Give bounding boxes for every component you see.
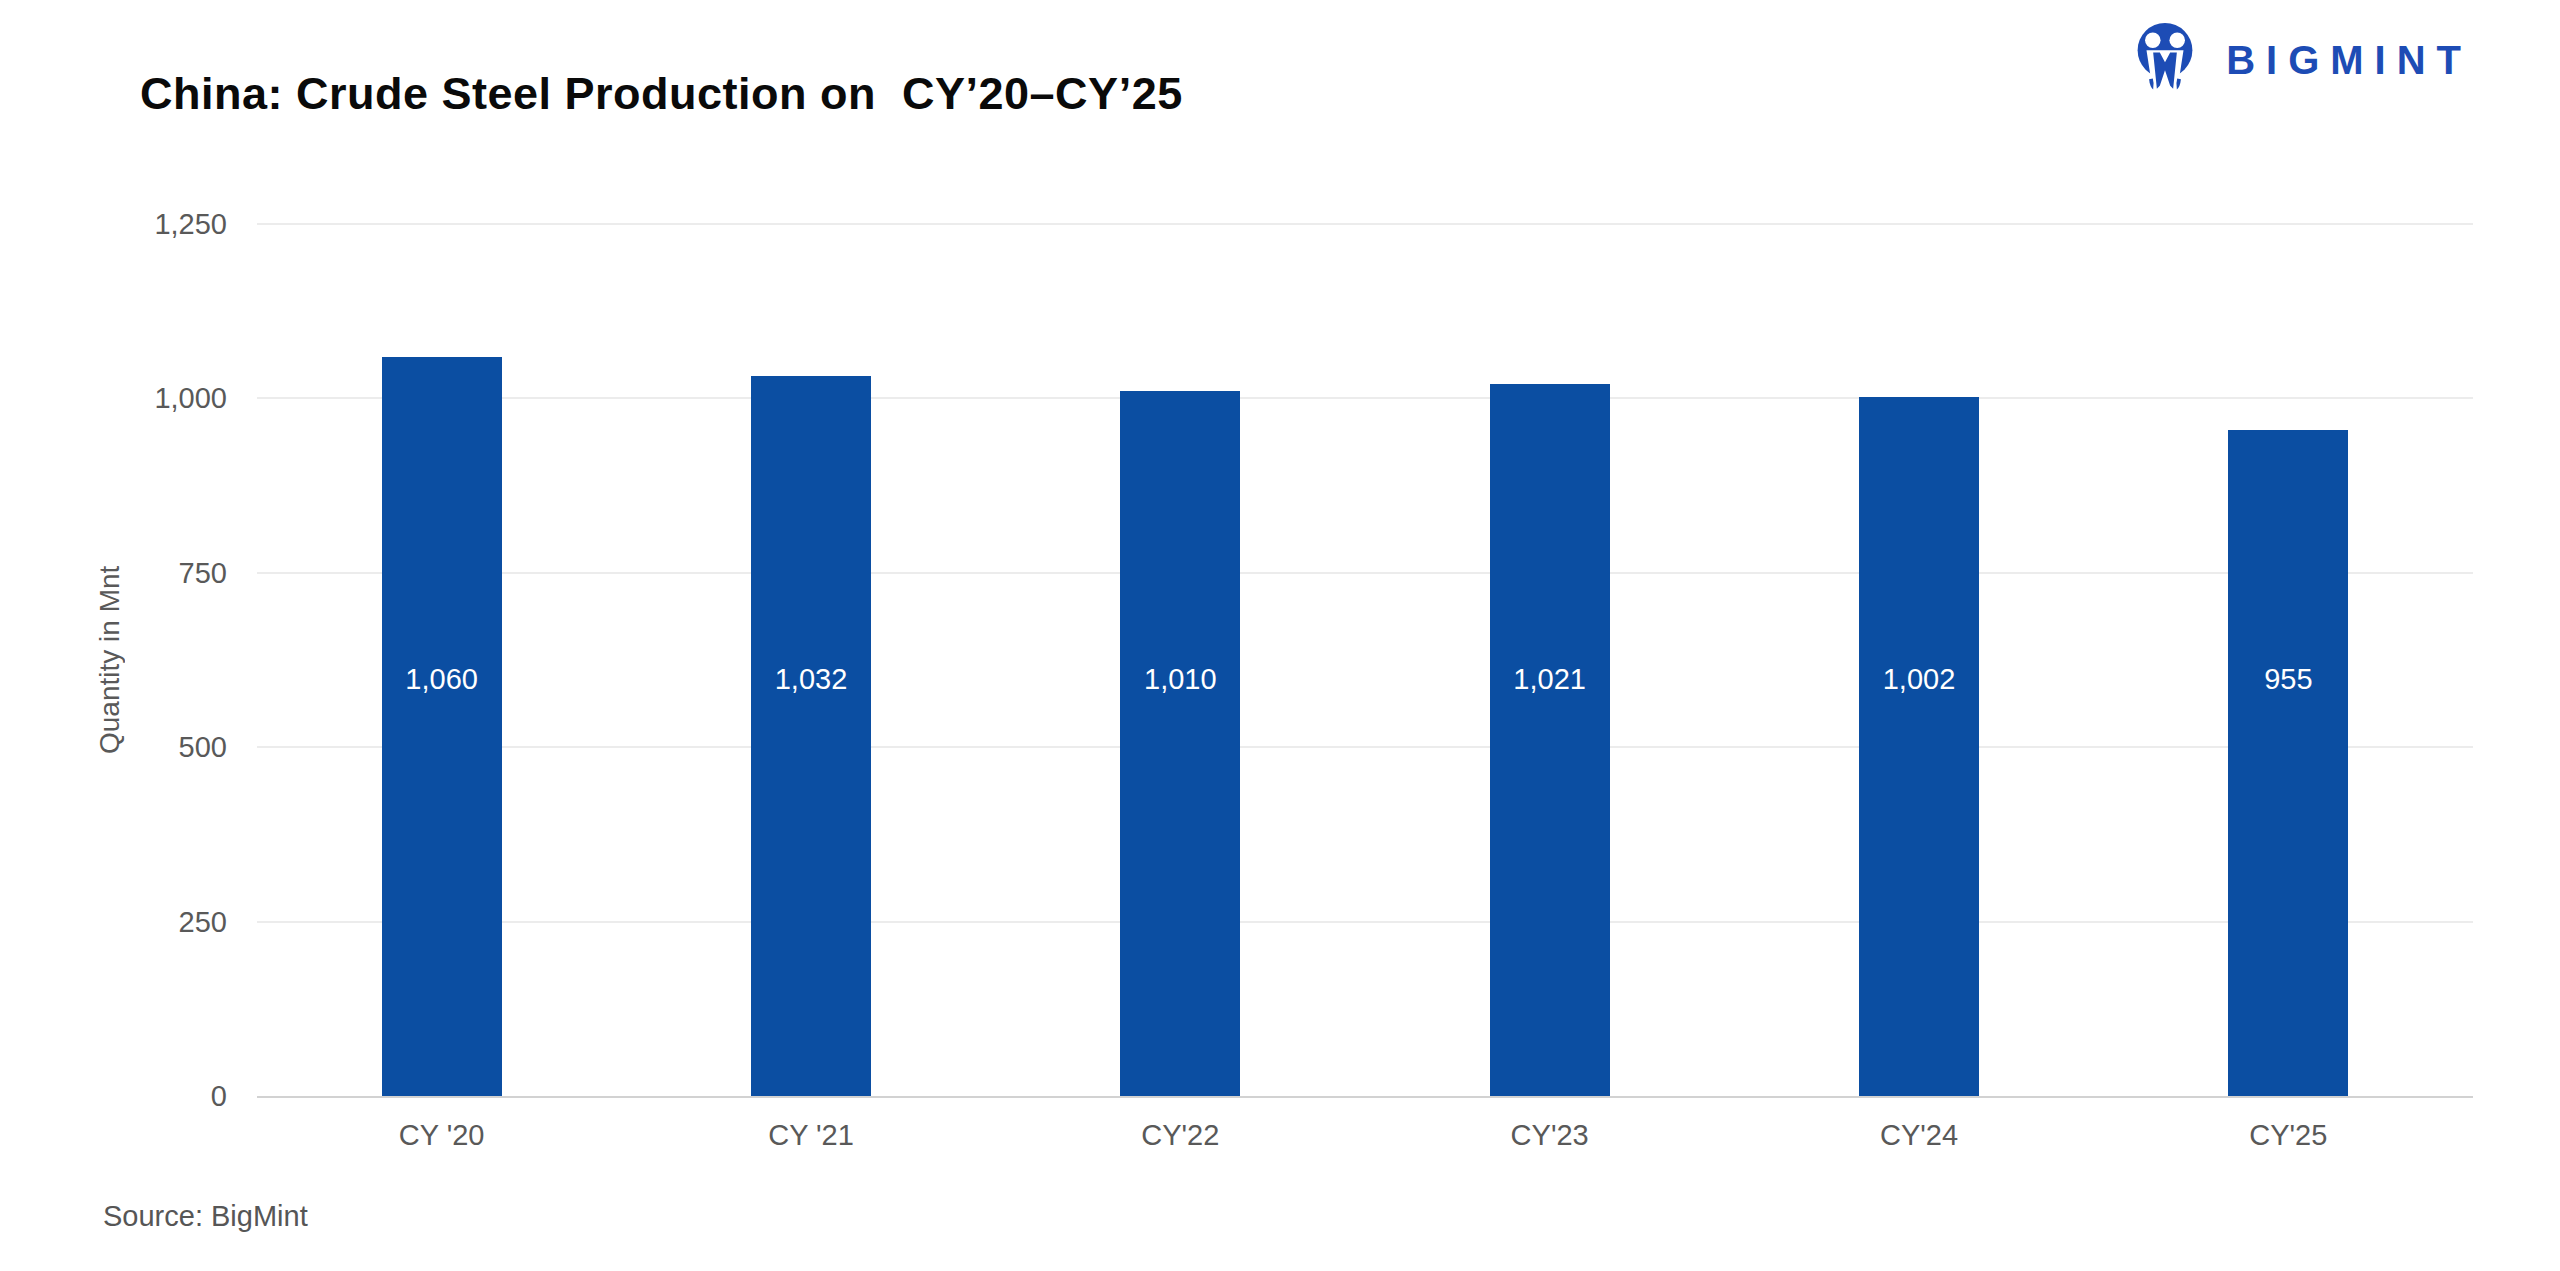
bar-value-label: 1,010 [1120,663,1240,695]
bar-cy21 [751,376,871,1096]
gridline-500 [257,746,2473,748]
bigmint-logo: BIGMINT [2128,18,2472,96]
bar-cy22 [1120,391,1240,1096]
x-axis-labels: CY '20 CY '21 CY'22 CY'23 CY'24 CY'25 [257,1114,2473,1160]
gridline-1250 [257,223,2473,225]
y-tick-label: 250 [0,905,227,939]
gridline-250 [257,921,2473,923]
bar-value-label: 955 [2228,663,2348,695]
x-tick-label: CY'24 [1809,1114,2029,1156]
bigmint-logo-icon [2128,18,2202,96]
y-axis-tick-labels: 02505007501,0001,250 [0,224,227,1096]
bar-value-label: 1,060 [382,663,502,695]
gridline-750 [257,572,2473,574]
y-tick-label: 0 [0,1079,227,1113]
y-tick-label: 500 [0,730,227,764]
x-tick-label: CY'25 [2178,1114,2398,1156]
chart-title: China: Crude Steel Production on CY’20–C… [140,68,1183,120]
gridline-1000 [257,397,2473,399]
y-tick-label: 1,250 [0,207,227,241]
x-tick-label: CY '21 [701,1114,921,1156]
y-tick-label: 1,000 [0,381,227,415]
bar-value-label: 1,002 [1859,663,1979,695]
y-tick-label: 750 [0,556,227,590]
x-tick-label: CY'22 [1070,1114,1290,1156]
bar-cy23 [1490,384,1610,1096]
bar-cy20 [382,357,502,1096]
chart-page: China: Crude Steel Production on CY’20–C… [0,0,2560,1271]
bar-value-label: 1,021 [1490,663,1610,695]
source-note: Source: BigMint [103,1200,308,1233]
bigmint-logo-text: BIGMINT [2226,34,2472,80]
bar-value-label: 1,032 [751,663,871,695]
bar-cy24 [1859,397,1979,1096]
x-tick-label: CY '20 [332,1114,552,1156]
x-tick-label: CY'23 [1440,1114,1660,1156]
plot-area: 1,060 1,032 1,010 1,021 1,002 955 [257,224,2473,1098]
bar-cy25 [2228,430,2348,1096]
